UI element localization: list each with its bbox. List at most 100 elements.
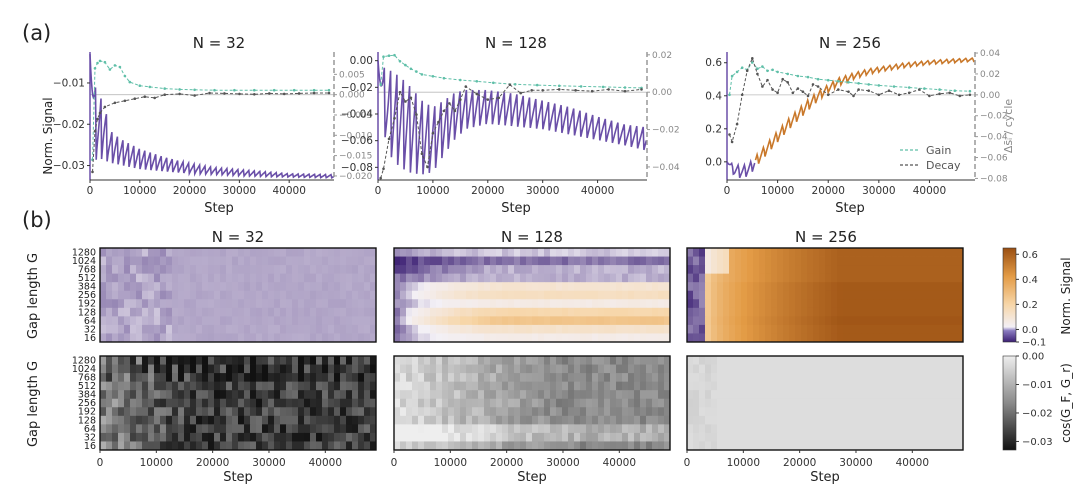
heatmap-cell — [148, 316, 155, 326]
heatmap-cell — [292, 356, 299, 365]
y2-tick-label: 0.00 — [980, 91, 1000, 101]
heatmap-cell — [783, 316, 790, 326]
heatmap-cell — [592, 356, 599, 365]
heatmap-cell — [747, 307, 754, 317]
heatmap-cell — [292, 390, 299, 400]
heatmap-cell — [130, 307, 137, 317]
heatmap-cell — [783, 324, 790, 334]
heatmap-cell — [220, 432, 227, 442]
heatmap-cell — [112, 441, 119, 451]
heatmap-cell — [262, 407, 269, 417]
heatmap-cell — [532, 256, 539, 266]
heatmap-cell — [202, 248, 209, 257]
heatmap-cell — [406, 307, 413, 317]
heatmap-cell — [622, 381, 629, 391]
decay-point — [398, 90, 402, 94]
heatmap-cell — [352, 381, 359, 391]
heatmap-cell — [406, 273, 413, 283]
heatmap-cell — [586, 441, 593, 451]
heatmap-cell — [861, 282, 868, 292]
heatmap-cell — [370, 316, 377, 326]
heatmap-cell — [795, 415, 802, 425]
heatmap-cell — [717, 333, 724, 343]
heatmap-cell — [400, 424, 407, 434]
heatmap-cell — [508, 398, 515, 408]
heatmap-cell — [807, 415, 814, 425]
heatmap-cell — [711, 290, 718, 300]
heatmap-cell — [945, 248, 952, 257]
heatmap-cell — [202, 441, 209, 451]
heatmap-cell — [783, 248, 790, 257]
heatmap-cell — [496, 307, 503, 317]
heatmap-cell — [598, 256, 605, 266]
y-tick-label: 0.4 — [705, 90, 722, 102]
heatmap-cell — [753, 256, 760, 266]
heatmap-cell — [658, 441, 665, 451]
heatmap-cell — [442, 381, 449, 391]
heatmap-cell — [939, 265, 946, 275]
heatmap-cell — [358, 307, 365, 317]
heatmap-cell — [783, 290, 790, 300]
heatmap-cell — [687, 324, 694, 334]
heatmap-cell — [154, 381, 161, 391]
heatmap-cell — [634, 290, 641, 300]
heatmap-cell — [112, 316, 119, 326]
heatmap-cell — [502, 390, 509, 400]
gain-point — [415, 70, 418, 73]
heatmap-cell — [879, 265, 886, 275]
heatmap-cell — [939, 390, 946, 400]
heatmap-cell — [118, 324, 125, 334]
heatmap-cell — [693, 324, 700, 334]
decay-point — [508, 83, 512, 86]
heatmap-cell — [813, 398, 820, 408]
heatmap-cell — [658, 424, 665, 434]
heatmap-cell — [610, 441, 617, 451]
heatmap-cell — [562, 316, 569, 326]
heatmap-cell — [412, 390, 419, 400]
heatmap-cell — [628, 356, 635, 365]
heatmap-cell — [214, 265, 221, 275]
heatmap-cell — [658, 407, 665, 417]
heatmap-cell — [843, 333, 850, 343]
heatmap-cell — [771, 424, 778, 434]
heatmap-cell — [747, 415, 754, 425]
heatmap-cell — [436, 333, 443, 343]
heatmap-cell — [370, 290, 377, 300]
heatmap-cell — [124, 265, 131, 275]
heatmap-cell — [436, 373, 443, 383]
heatmap-cell — [364, 333, 371, 343]
heatmap-cell — [753, 424, 760, 434]
heatmap-cell — [454, 299, 461, 309]
heatmap-cell — [262, 273, 269, 283]
heatmap-cell — [909, 273, 916, 283]
heatmap-cell — [765, 273, 772, 283]
heatmap-cell — [807, 324, 814, 334]
heatmap-cell — [795, 441, 802, 451]
heatmap-cell — [304, 316, 311, 326]
heatmap-cell — [160, 373, 167, 383]
heatmap-cell — [556, 356, 563, 365]
heatmap-cell — [717, 307, 724, 317]
heatmap-cell — [777, 373, 784, 383]
heatmap-cell — [729, 265, 736, 275]
heatmap-cell — [346, 424, 353, 434]
heatmap-cell — [424, 299, 431, 309]
heatmap-cell — [406, 398, 413, 408]
heatmap-cell — [514, 299, 521, 309]
heatmap-cell — [687, 381, 694, 391]
heatmap-cell — [172, 356, 179, 365]
heatmap-cell — [843, 415, 850, 425]
heatmap-cell — [646, 432, 653, 442]
heatmap-cell — [855, 432, 862, 442]
heatmap-cell — [807, 356, 814, 365]
heatmap-cell — [747, 398, 754, 408]
heatmap-cell — [334, 373, 341, 383]
heatmap-cell — [735, 290, 742, 300]
heatmap-cell — [753, 324, 760, 334]
heatmap-cell — [747, 432, 754, 442]
heatmap-cell — [160, 290, 167, 300]
heatmap-cell — [765, 307, 772, 317]
heatmap-cell — [508, 290, 515, 300]
heatmap-cell — [484, 407, 491, 417]
heatmap-cell — [574, 432, 581, 442]
